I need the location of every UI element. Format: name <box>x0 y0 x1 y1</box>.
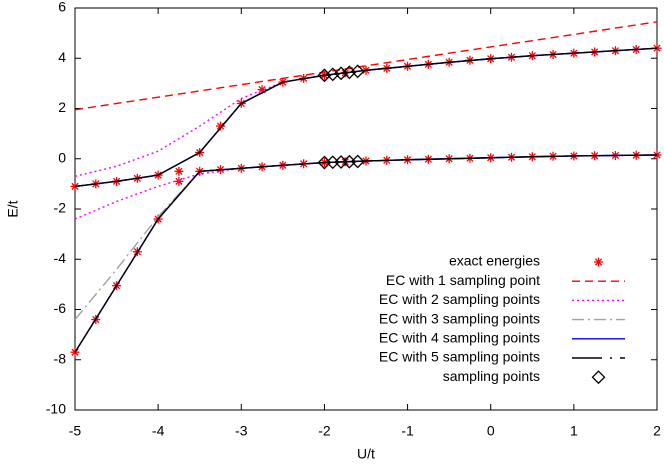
series-line <box>74 47 658 188</box>
x-tick-label: 2 <box>653 423 661 439</box>
y-tick-label: 6 <box>58 0 66 15</box>
series-line <box>74 154 658 320</box>
y-axis-label: E/t <box>5 200 21 217</box>
legend-label: exact energies <box>449 253 540 269</box>
y-tick-label: -8 <box>54 350 67 366</box>
y-tick-label: 4 <box>58 49 66 65</box>
legend-label: EC with 2 sampling points <box>379 291 540 307</box>
asterisk-stroke <box>594 258 603 266</box>
asterisk-stroke <box>175 167 183 175</box>
legend-label: EC with 3 sampling points <box>379 310 540 326</box>
diamond-shape <box>350 154 365 169</box>
legend-label: EC with 5 sampling points <box>379 349 540 365</box>
sampling-point <box>350 64 365 79</box>
asterisk-stroke <box>653 44 661 52</box>
legend-label: sampling points <box>443 368 540 384</box>
y-tick-label: 0 <box>58 149 66 165</box>
x-tick-label: -4 <box>152 423 165 439</box>
data-point <box>216 121 225 131</box>
data-point <box>174 166 184 176</box>
x-tick-label: -2 <box>318 423 331 439</box>
y-tick-label: -10 <box>46 401 66 417</box>
x-tick-label: 0 <box>487 423 495 439</box>
y-tick-label: -6 <box>54 300 67 316</box>
asterisk-stroke <box>175 177 183 185</box>
x-tick-label: 1 <box>570 423 578 439</box>
y-tick-label: 2 <box>58 99 66 115</box>
x-tick-label: -1 <box>401 423 414 439</box>
series-line <box>74 21 658 111</box>
data-point <box>174 176 184 186</box>
diamond-shape <box>591 370 606 385</box>
y-tick-label: -4 <box>54 250 67 266</box>
x-tick-label: -5 <box>69 423 82 439</box>
sampling-point <box>350 154 365 169</box>
x-tick-label: -3 <box>235 423 248 439</box>
asterisk-stroke <box>216 122 225 130</box>
legend-key <box>591 370 606 385</box>
series-line <box>74 154 658 353</box>
y-tick-label: -2 <box>54 200 67 216</box>
diamond-shape <box>350 64 365 79</box>
legend-label: EC with 1 sampling point <box>386 272 540 288</box>
legend-key <box>594 257 603 267</box>
series-line <box>74 154 658 353</box>
asterisk-stroke <box>71 182 79 190</box>
legend-label: EC with 4 sampling points <box>379 330 540 346</box>
x-axis-label: U/t <box>357 446 375 462</box>
